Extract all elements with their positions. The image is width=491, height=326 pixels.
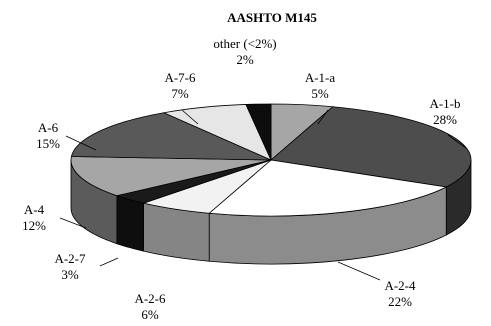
- leader-line-a-6: [65, 135, 97, 151]
- slice-value-a-2-6: 6%: [141, 307, 159, 322]
- leader-line-a-1-a: [317, 109, 329, 125]
- slice-value-a-1-b: 28%: [433, 112, 457, 127]
- slice-other-2: [245, 103, 272, 161]
- slice-a-6: [70, 112, 272, 161]
- slice-value-a-4: 12%: [22, 218, 46, 233]
- slice-label-other-2: other (<2%): [213, 36, 276, 51]
- pie-sides: [70, 159, 472, 265]
- leader-line-a-2-7: [99, 257, 119, 267]
- slice-value-other-2: 2%: [236, 52, 254, 67]
- slice-label-a-6: A-6: [38, 120, 59, 135]
- leader-line-a-2-4: [337, 261, 381, 281]
- leader-line-a-1-b: [447, 134, 467, 149]
- chart-title: AASHTO M145: [227, 10, 317, 25]
- leader-line-a-7-6: [181, 109, 199, 125]
- slice-side-a-2-7: [116, 195, 144, 252]
- slice-label-a-4: A-4: [24, 202, 45, 217]
- slice-label-a-1-a: A-1-a: [305, 70, 336, 85]
- slice-value-a-7-6: 7%: [171, 86, 189, 101]
- slice-labels: A-1-a5% A-1-b28% A-2-422% A-2-66% A-2-73% A-4…: [22, 36, 460, 322]
- slice-value-a-2-4: 22%: [388, 294, 412, 309]
- slice-a-2-4: [208, 159, 448, 217]
- leader-lines: [59, 109, 467, 281]
- slice-a-1-b: [270, 106, 472, 188]
- slice-value-a-2-7: 3%: [61, 267, 79, 282]
- slice-label-a-2-4: A-2-4: [384, 278, 416, 293]
- slice-label-a-7-6: A-7-6: [164, 70, 196, 85]
- slice-label-a-2-7: A-2-7: [54, 251, 86, 266]
- slice-a-4: [70, 156, 272, 197]
- slice-label-a-1-b: A-1-b: [429, 96, 460, 111]
- pie-slices: [70, 103, 472, 217]
- slice-value-a-6: 15%: [36, 136, 60, 151]
- slice-label-a-2-6: A-2-6: [134, 291, 166, 306]
- leader-line-a-4: [59, 217, 87, 229]
- slice-value-a-1-a: 5%: [311, 86, 329, 101]
